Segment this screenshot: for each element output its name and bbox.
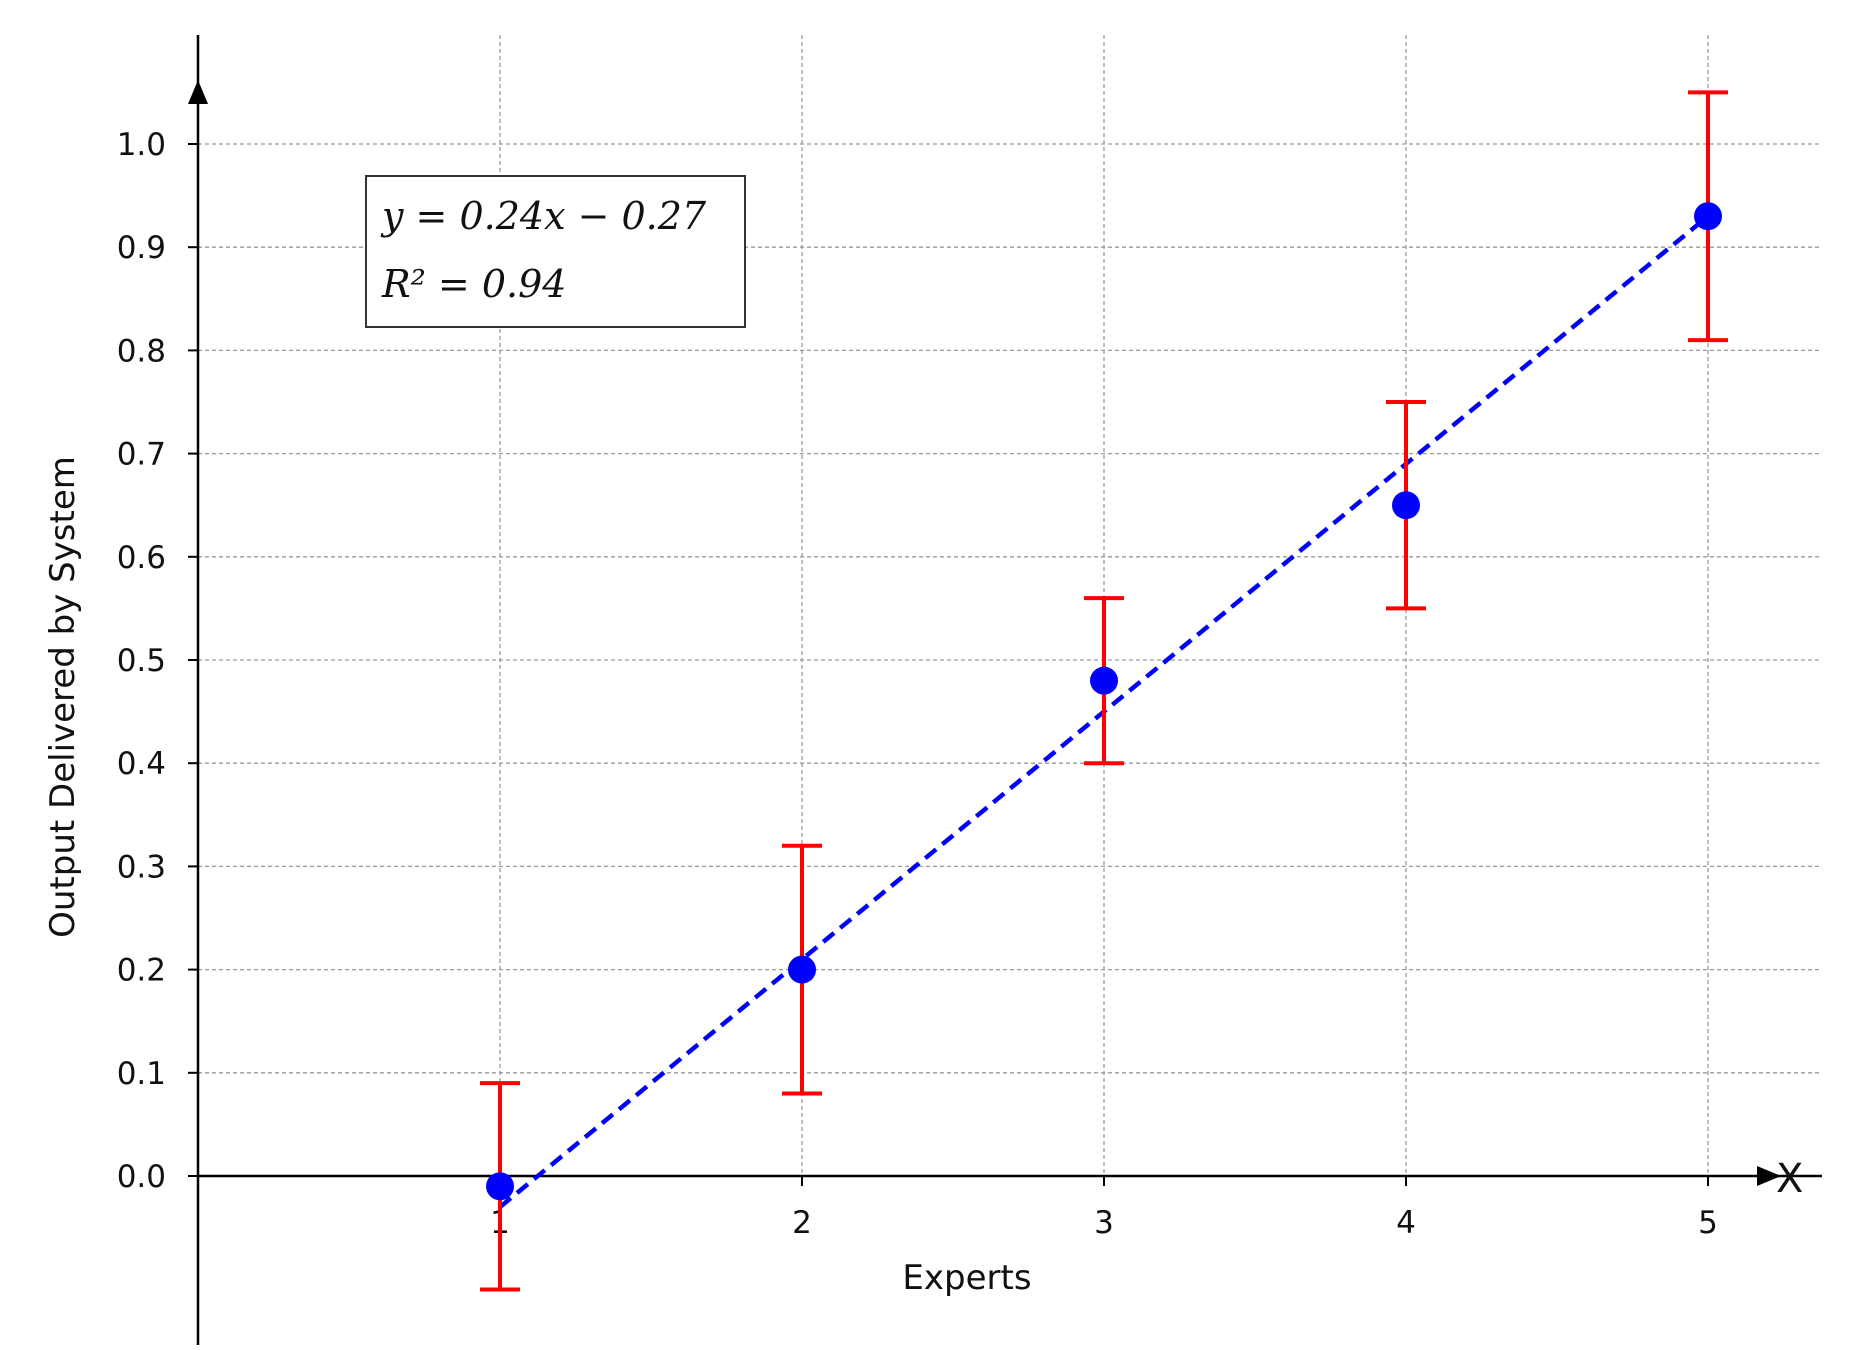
data-points (486, 202, 1722, 1201)
y-tick-label: 0.7 (117, 437, 166, 473)
x-tick-label: 3 (1094, 1205, 1114, 1241)
data-point (788, 955, 816, 984)
axes: X (188, 35, 1822, 1345)
r-squared-text: R² = 0.94 (381, 262, 566, 306)
data-point (1392, 491, 1420, 520)
y-tick-label: 0.6 (117, 540, 166, 576)
y-tick-label: 0.0 (117, 1159, 166, 1195)
y-ticks: 0.0 0.1 0.2 0.3 0.4 0.5 0.6 0.7 0.8 0.9 1.0 (117, 127, 198, 1195)
equation-box-frame (365, 175, 746, 328)
x-tick-label: 4 (1396, 1205, 1416, 1241)
x-ticks: 12345 (490, 1176, 1718, 1241)
y-tick-label: 0.8 (117, 333, 166, 369)
equation-text: y = 0.24x − 0.27 (380, 194, 707, 238)
x-axis-end-label: X (1776, 1156, 1803, 1202)
y-tick-label: 0.5 (117, 643, 166, 679)
y-tick-label: 0.1 (117, 1056, 166, 1092)
y-axis-title: Output Delivered by System (43, 456, 83, 938)
y-tick-label: 0.9 (117, 230, 166, 266)
y-tick-label: 0.2 (117, 953, 166, 989)
y-tick-label: 0.4 (117, 746, 166, 782)
data-point (1694, 202, 1722, 231)
x-tick-label: 5 (1698, 1205, 1718, 1241)
y-axis-arrow (188, 80, 208, 104)
data-point (486, 1172, 514, 1201)
y-tick-label: 1.0 (117, 127, 166, 163)
x-axis-title: Experts (902, 1258, 1031, 1298)
equation-box: y = 0.24x − 0.27 R² = 0.94 (365, 175, 746, 328)
y-tick-label: 0.3 (117, 849, 166, 885)
x-tick-label: 2 (792, 1205, 812, 1241)
x-axis-arrow (1757, 1166, 1781, 1186)
data-point (1090, 666, 1118, 695)
